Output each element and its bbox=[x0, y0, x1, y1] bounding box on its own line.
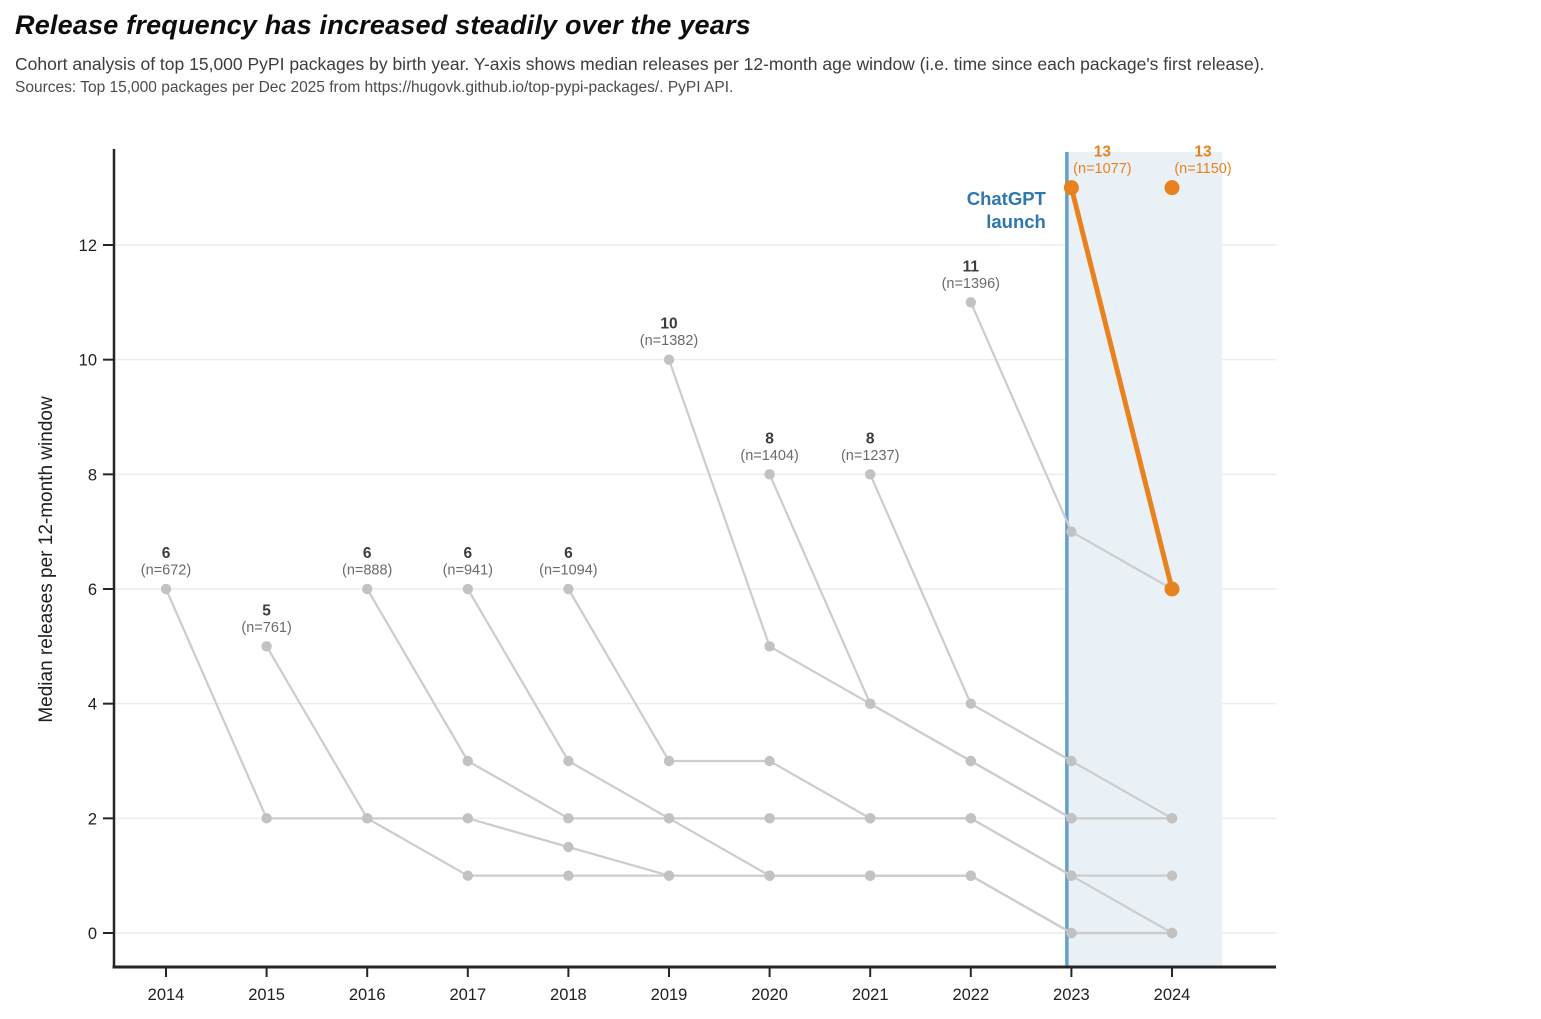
data-point-2017-2024 bbox=[1166, 870, 1178, 881]
cohort-n-label-2018: (n=1094) bbox=[539, 563, 597, 579]
data-point-2021-2024 bbox=[1166, 813, 1178, 824]
data-point-2017-2020 bbox=[764, 813, 775, 824]
x-tick-label-2014: 2014 bbox=[148, 986, 185, 1004]
data-point-2014-2014 bbox=[160, 583, 172, 595]
cohort-n-label-2019: (n=1382) bbox=[640, 333, 698, 349]
cohort-n-label-2017: (n=941) bbox=[443, 563, 493, 579]
x-tick-label-2020: 2020 bbox=[751, 986, 788, 1004]
chatgpt-band bbox=[1066, 152, 1223, 967]
cohort-peak-value-2021: 8 bbox=[866, 430, 875, 447]
data-point-2018-2022 bbox=[965, 813, 976, 824]
cohort-peak-value-2015: 5 bbox=[262, 602, 271, 619]
data-point-2019-2019 bbox=[663, 354, 675, 365]
data-point-2015-2016 bbox=[362, 813, 373, 824]
cohort-peak-value-2023: 13 bbox=[1094, 144, 1112, 161]
data-point-2016-2021 bbox=[865, 870, 876, 881]
x-tick-label-2021: 2021 bbox=[852, 986, 889, 1004]
data-point-2018-2019 bbox=[663, 755, 675, 767]
series-line-2023 bbox=[1068, 185, 1175, 592]
y-tick-label-2: 2 bbox=[88, 810, 97, 828]
data-point-2014-2018 bbox=[563, 841, 574, 853]
data-point-2015-2019 bbox=[663, 870, 675, 881]
data-point-2018-2024 bbox=[1166, 927, 1178, 939]
cohort-peak-value-2016: 6 bbox=[363, 545, 372, 562]
cohort-n-label-2020: (n=1404) bbox=[740, 448, 798, 464]
x-tick-label-2024: 2024 bbox=[1154, 986, 1191, 1004]
series-line-2015 bbox=[265, 645, 1174, 935]
cohort-peak-value-2018: 6 bbox=[564, 545, 573, 562]
x-tick-label-2019: 2019 bbox=[651, 986, 688, 1004]
y-axis-title: Median releases per 12-month window bbox=[36, 396, 57, 723]
data-point-2017-2018 bbox=[563, 755, 574, 767]
chart-source-note: Sources: Top 15,000 packages per Dec 202… bbox=[15, 79, 734, 96]
cohort-n-label-2024: (n=1150) bbox=[1174, 161, 1231, 177]
data-point-2020-2023 bbox=[1066, 813, 1077, 824]
data-point-2023-2023 bbox=[1063, 180, 1079, 196]
cohort-n-label-2021: (n=1237) bbox=[841, 448, 899, 464]
data-point-2014-2017 bbox=[462, 813, 473, 824]
chart-subtitle: Cohort analysis of top 15,000 PyPI packa… bbox=[15, 54, 1265, 74]
data-point-2016-2020 bbox=[764, 870, 775, 881]
data-point-2018-2023 bbox=[1066, 870, 1077, 881]
data-point-2017-2019 bbox=[663, 813, 675, 824]
page-title: Release frequency has increased steadily… bbox=[15, 10, 751, 40]
x-tick-label-2022: 2022 bbox=[952, 986, 989, 1004]
cohort-peak-value-2024: 13 bbox=[1194, 144, 1212, 161]
data-point-2017-2017 bbox=[462, 583, 473, 595]
data-point-2016-2023 bbox=[1066, 927, 1077, 939]
data-point-2022-2023 bbox=[1066, 526, 1077, 537]
y-tick-label-6: 6 bbox=[88, 581, 97, 599]
y-tick-label-10: 10 bbox=[79, 352, 97, 370]
data-point-2018-2018 bbox=[563, 583, 574, 595]
data-point-2016-2016 bbox=[362, 583, 373, 595]
series-line-2021 bbox=[869, 473, 1174, 820]
y-tick-label-0: 0 bbox=[88, 925, 97, 943]
cohort-peak-value-2022: 11 bbox=[963, 258, 980, 275]
cohort-n-label-2015: (n=761) bbox=[241, 620, 291, 636]
data-point-2020-2020 bbox=[764, 469, 775, 480]
x-tick-label-2017: 2017 bbox=[449, 986, 486, 1004]
data-point-2021-2023 bbox=[1066, 755, 1077, 767]
data-point-2016-2022 bbox=[965, 870, 976, 881]
data-point-2015-2017 bbox=[462, 870, 473, 881]
data-point-2020-2022 bbox=[965, 755, 976, 767]
y-tick-label-4: 4 bbox=[88, 696, 97, 714]
data-point-2018-2020 bbox=[764, 755, 775, 767]
cohort-n-label-2022: (n=1396) bbox=[942, 276, 1000, 292]
cohort-peak-value-2019: 10 bbox=[660, 316, 677, 333]
data-point-2015-2015 bbox=[261, 641, 272, 652]
data-point-2016-2018 bbox=[563, 813, 574, 824]
data-point-2021-2022 bbox=[965, 698, 976, 709]
data-point-2023-2024 bbox=[1164, 581, 1180, 597]
data-point-2020-2021 bbox=[865, 698, 876, 709]
x-tick-label-2023: 2023 bbox=[1053, 986, 1090, 1004]
data-point-2018-2021 bbox=[865, 813, 876, 824]
y-tick-label-8: 8 bbox=[88, 466, 97, 484]
data-point-2024-2024 bbox=[1164, 180, 1180, 196]
cohort-peak-value-2014: 6 bbox=[162, 545, 171, 562]
cohort-peak-value-2020: 8 bbox=[765, 430, 774, 447]
data-point-2016-2017 bbox=[462, 755, 473, 767]
cohort-n-label-2014: (n=672) bbox=[141, 563, 191, 579]
data-point-2022-2022 bbox=[965, 297, 976, 308]
x-tick-label-2015: 2015 bbox=[248, 986, 285, 1004]
data-point-2015-2018 bbox=[563, 870, 574, 881]
chatgpt-launch-label: ChatGPT launch bbox=[967, 188, 1047, 232]
data-point-2014-2015 bbox=[261, 813, 272, 824]
cohort-n-label-2016: (n=888) bbox=[342, 563, 392, 579]
data-point-2019-2020 bbox=[764, 641, 775, 652]
cohort-peak-value-2017: 6 bbox=[463, 545, 472, 562]
x-tick-label-2018: 2018 bbox=[550, 986, 587, 1004]
y-tick-label-12: 12 bbox=[79, 237, 97, 255]
x-tick-label-2016: 2016 bbox=[349, 986, 386, 1004]
cohort-n-label-2023: (n=1077) bbox=[1073, 161, 1131, 177]
data-point-2021-2021 bbox=[865, 469, 876, 480]
